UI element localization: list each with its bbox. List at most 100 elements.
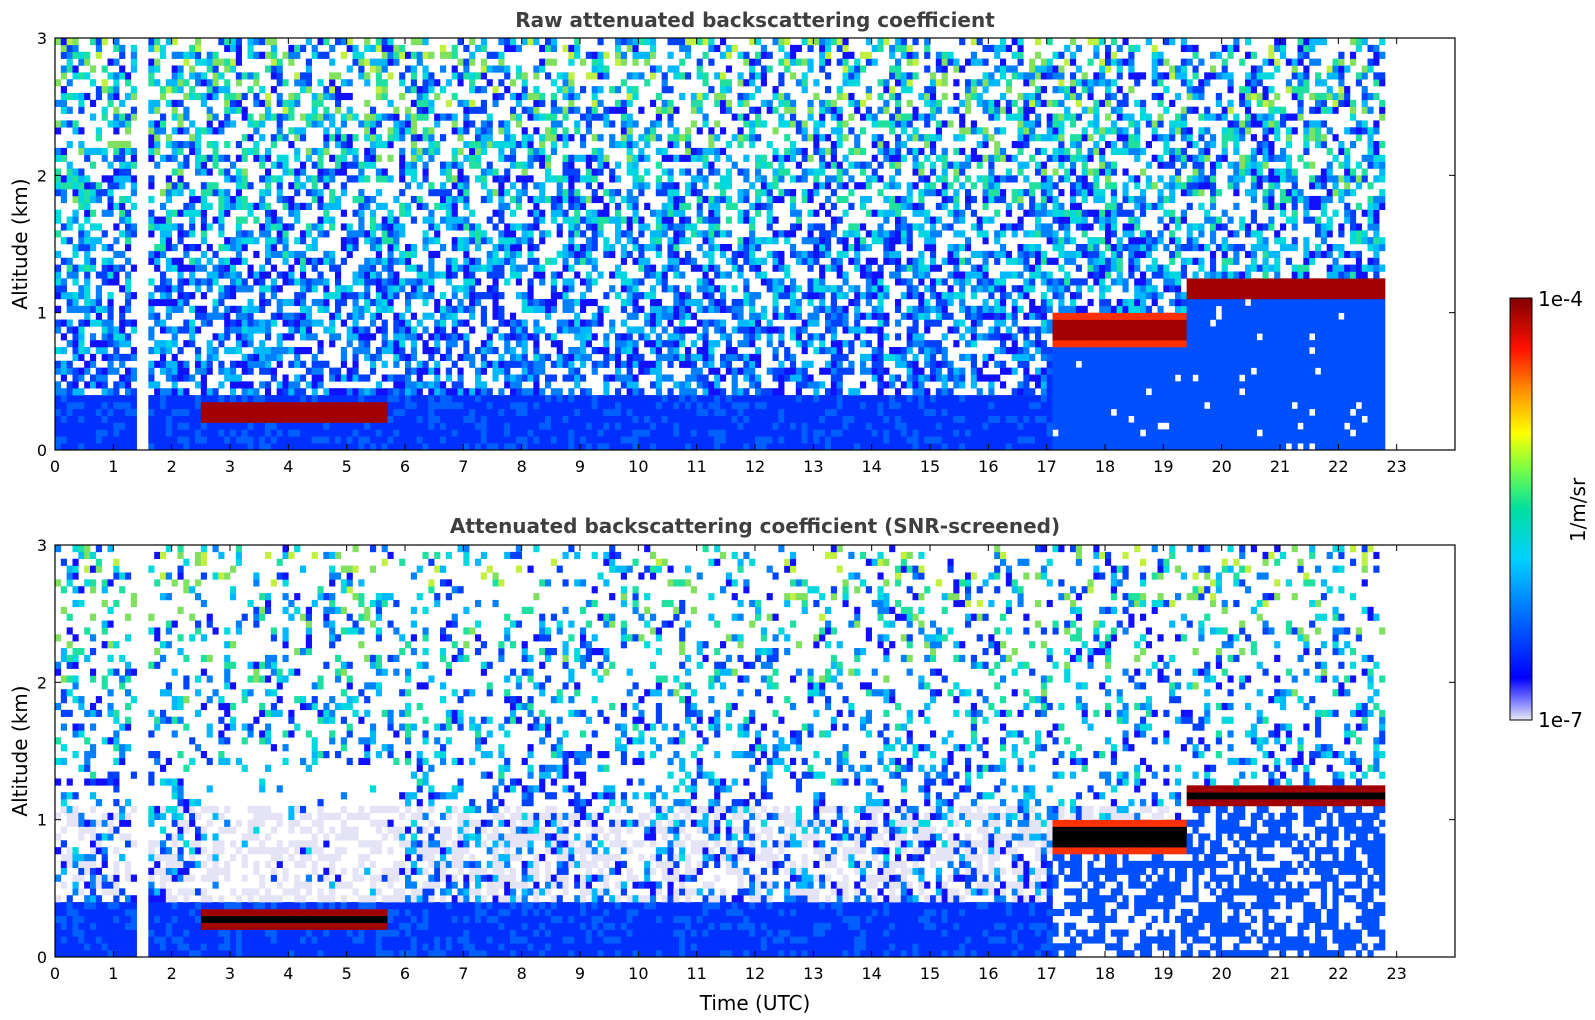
heatmap-cell xyxy=(422,408,429,416)
heatmap-cell xyxy=(107,408,114,416)
heatmap-cell xyxy=(760,326,767,334)
heatmap-cell xyxy=(801,120,808,128)
heatmap-cell xyxy=(550,120,557,128)
heatmap-cell xyxy=(60,443,67,451)
heatmap-cell xyxy=(755,326,762,334)
heatmap-cell xyxy=(381,230,388,238)
heatmap-cell xyxy=(235,106,242,114)
heatmap-cell xyxy=(498,230,505,238)
heatmap-cell xyxy=(679,209,686,217)
heatmap-cell xyxy=(679,326,686,334)
heatmap-cell xyxy=(591,429,598,437)
heatmap-cell xyxy=(708,298,715,307)
heatmap-cell xyxy=(165,443,172,451)
heatmap-cell xyxy=(580,395,587,403)
heatmap-cell xyxy=(375,381,382,389)
heatmap-cell xyxy=(755,319,762,327)
heatmap-cell xyxy=(177,175,184,183)
heatmap-cell xyxy=(259,223,266,231)
heatmap-cell xyxy=(521,374,528,382)
heatmap-cell xyxy=(521,367,528,375)
heatmap-cell xyxy=(364,271,371,279)
heatmap-cell xyxy=(340,182,347,190)
heatmap-cell xyxy=(743,134,750,142)
heatmap-cell xyxy=(737,216,744,224)
heatmap-cell xyxy=(580,408,587,416)
heatmap-cell xyxy=(451,72,458,80)
heatmap-cell xyxy=(399,319,406,327)
heatmap-cell xyxy=(463,182,470,190)
heatmap-cell xyxy=(568,237,575,245)
heatmap-cell xyxy=(556,388,563,396)
heatmap-cell xyxy=(533,415,540,423)
heatmap-cell xyxy=(405,278,412,286)
heatmap-cell xyxy=(650,401,657,410)
heatmap-cell xyxy=(760,278,767,286)
heatmap-cell xyxy=(498,333,505,341)
heatmap-cell xyxy=(422,175,429,183)
heatmap-cell xyxy=(661,312,668,320)
heatmap-cell xyxy=(556,353,563,362)
heatmap-cell xyxy=(416,271,423,279)
heatmap-cell xyxy=(457,175,464,183)
heatmap-cell xyxy=(702,415,709,423)
heatmap-cell xyxy=(469,395,476,403)
heatmap-cell xyxy=(247,271,254,279)
heatmap-cell xyxy=(644,168,651,176)
heatmap-cell xyxy=(504,360,511,368)
heatmap-cell xyxy=(375,353,382,362)
heatmap-cell xyxy=(189,271,196,279)
heatmap-cell xyxy=(183,401,190,410)
heatmap-cell xyxy=(539,209,546,217)
heatmap-cell xyxy=(457,285,464,293)
heatmap-cell xyxy=(673,182,680,190)
heatmap-cell xyxy=(492,189,499,197)
heatmap-cell xyxy=(305,86,312,94)
heatmap-cell xyxy=(206,113,213,121)
heatmap-cell xyxy=(346,333,353,341)
heatmap-cell xyxy=(486,195,493,204)
heatmap-cell xyxy=(556,106,563,114)
heatmap-cell xyxy=(556,429,563,437)
heatmap-cell xyxy=(352,422,359,430)
heatmap-cell xyxy=(510,415,517,423)
heatmap-cell xyxy=(177,408,184,416)
heatmap-cell xyxy=(609,216,616,224)
heatmap-cell xyxy=(766,216,773,224)
heatmap-cell xyxy=(638,250,645,259)
heatmap-cell xyxy=(603,216,610,224)
heatmap-cell xyxy=(130,44,137,53)
heatmap-cell xyxy=(527,305,534,313)
heatmap-cell xyxy=(200,264,207,272)
heatmap-cell xyxy=(784,374,791,382)
heatmap-cell xyxy=(626,134,633,142)
heatmap-cell xyxy=(247,113,254,121)
heatmap-cell xyxy=(830,415,837,423)
heatmap-cell xyxy=(650,230,657,238)
heatmap-cell xyxy=(714,195,721,204)
heatmap-cell xyxy=(714,230,721,238)
heatmap-cell xyxy=(375,278,382,286)
heatmap-cell xyxy=(603,353,610,362)
heatmap-cell xyxy=(778,388,785,396)
heatmap-cell xyxy=(294,72,301,80)
heatmap-cell xyxy=(288,271,295,279)
heatmap-cell xyxy=(212,333,219,341)
heatmap-cell xyxy=(480,38,487,46)
heatmap-cell xyxy=(550,305,557,313)
heatmap-cell xyxy=(95,312,102,320)
heatmap-cell xyxy=(830,141,837,149)
heatmap-cell xyxy=(550,422,557,430)
heatmap-cell xyxy=(451,202,458,210)
heatmap-cell xyxy=(714,326,721,334)
heatmap-cell xyxy=(370,408,377,416)
heatmap-cell xyxy=(743,257,750,265)
heatmap-cell xyxy=(673,195,680,204)
heatmap-cell xyxy=(253,353,260,362)
heatmap-cell xyxy=(510,360,517,368)
heatmap-cell xyxy=(690,388,697,396)
heatmap-cell xyxy=(585,175,592,183)
heatmap-cell xyxy=(819,51,826,59)
heatmap-cell xyxy=(189,216,196,224)
heatmap-cell xyxy=(504,443,511,451)
